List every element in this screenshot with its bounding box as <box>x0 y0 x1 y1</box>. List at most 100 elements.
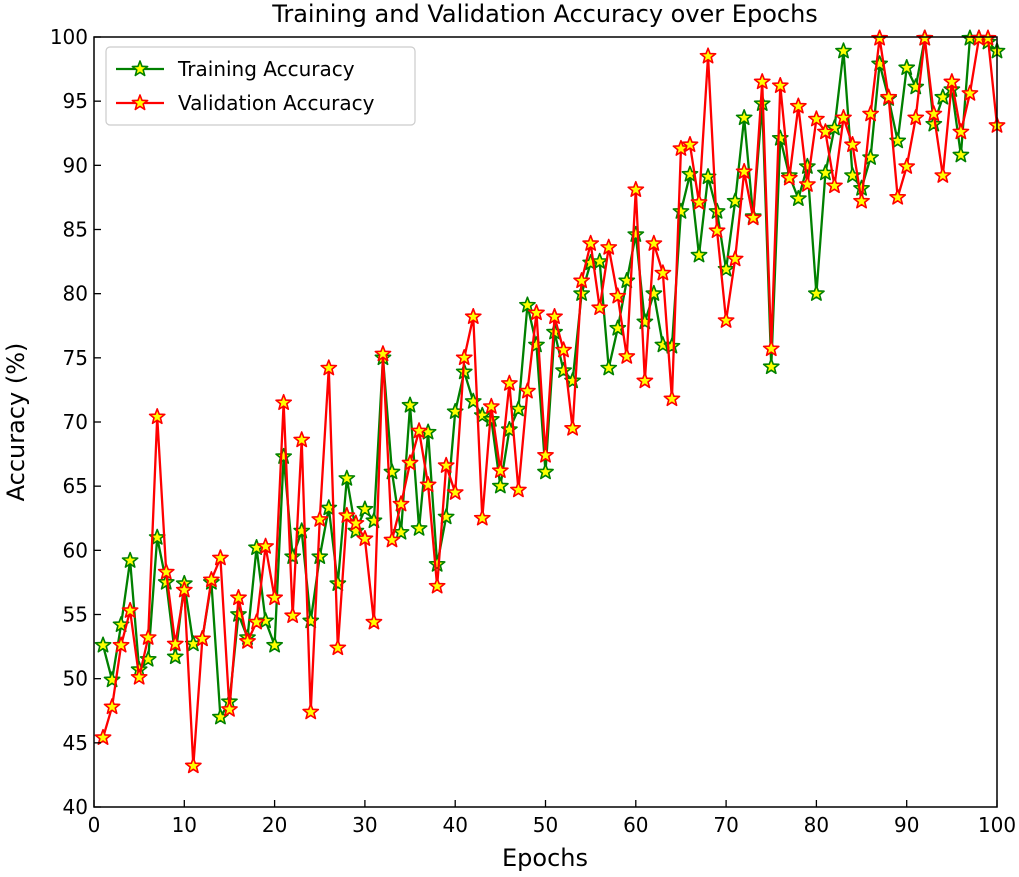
validation-accuracy-point <box>248 613 265 630</box>
training-accuracy-point <box>437 508 455 525</box>
validation-accuracy-point <box>392 495 410 512</box>
training-accuracy-point <box>464 392 482 409</box>
y-tick-label: 55 <box>63 603 88 627</box>
training-accuracy-point <box>627 225 645 242</box>
training-accuracy-point <box>94 636 112 653</box>
validation-accuracy-point <box>762 340 780 357</box>
validation-accuracy-point <box>275 393 293 411</box>
validation-accuracy-point <box>302 703 320 720</box>
training-accuracy-point <box>826 119 843 136</box>
training-accuracy-point <box>862 148 879 165</box>
validation-accuracy-point <box>212 549 229 566</box>
training-accuracy-point <box>925 115 943 132</box>
training-accuracy-point <box>681 165 699 182</box>
validation-accuracy-point <box>690 193 708 210</box>
x-tick-label: 90 <box>894 813 919 837</box>
training-accuracy-point <box>266 636 284 653</box>
validation-accuracy-point <box>627 180 645 197</box>
training-accuracy-point <box>500 420 518 437</box>
validation-accuracy-point <box>609 287 627 304</box>
training-accuracy-point <box>338 469 356 486</box>
training-accuracy-point <box>139 650 157 667</box>
plot-area <box>94 29 1006 774</box>
training-accuracy-point <box>871 55 889 72</box>
validation-accuracy-point <box>482 397 500 414</box>
validation-accuracy-point <box>573 272 591 289</box>
validation-accuracy-point <box>157 563 175 580</box>
y-axis-label: Accuracy (%) <box>2 343 30 502</box>
training-accuracy-point <box>320 499 338 516</box>
legend-label: Training Accuracy <box>177 57 355 81</box>
training-accuracy-point <box>428 555 446 572</box>
validation-accuracy-point <box>753 73 771 90</box>
validation-accuracy-point <box>528 304 545 321</box>
validation-accuracy-point <box>798 175 816 192</box>
validation-accuracy-point <box>257 537 274 554</box>
training-accuracy-point <box>166 648 184 665</box>
validation-accuracy-point <box>717 311 735 328</box>
y-tick-label: 100 <box>50 25 88 49</box>
x-tick-label: 20 <box>262 813 287 837</box>
validation-accuracy-point <box>600 238 618 255</box>
training-accuracy-point <box>257 612 274 629</box>
validation-accuracy-point <box>862 105 879 122</box>
training-accuracy-point <box>762 358 780 375</box>
y-tick-label: 70 <box>63 410 88 434</box>
training-accuracy-point <box>835 42 852 59</box>
validation-accuracy-point <box>780 169 798 186</box>
validation-accuracy-point <box>121 601 139 618</box>
y-tick-label: 40 <box>63 795 88 819</box>
validation-accuracy-point <box>880 88 898 105</box>
x-tick-label: 40 <box>442 813 467 837</box>
validation-accuracy-point <box>193 630 211 647</box>
x-tick-label: 60 <box>623 813 648 837</box>
training-accuracy-point <box>555 361 572 378</box>
validation-accuracy-point <box>826 177 843 194</box>
training-accuracy-point <box>636 313 654 330</box>
y-tick-label: 60 <box>63 538 88 562</box>
validation-accuracy-point <box>239 632 256 649</box>
x-axis-label: Epochs <box>502 844 588 872</box>
training-accuracy-point <box>410 519 428 536</box>
validation-accuracy-point <box>807 110 825 127</box>
validation-accuracy-point <box>500 374 518 391</box>
legend-marker <box>131 94 149 111</box>
training-accuracy-point <box>663 337 681 354</box>
validation-accuracy-point <box>961 84 979 101</box>
training-accuracy-point <box>789 189 807 206</box>
validation-accuracy-point <box>266 589 284 606</box>
training-accuracy-point <box>537 463 554 480</box>
validation-accuracy-point <box>437 456 455 473</box>
training-accuracy-point <box>672 202 690 219</box>
validation-accuracy-point <box>934 166 952 183</box>
training-accuracy-point <box>302 612 320 629</box>
validation-accuracy-point <box>329 639 347 656</box>
validation-accuracy-point <box>898 157 916 174</box>
validation-accuracy-point <box>555 341 572 358</box>
validation-accuracy-point <box>519 382 536 399</box>
training-accuracy-point <box>807 284 825 301</box>
training-accuracy-point <box>618 272 636 289</box>
validation-accuracy-point <box>166 635 184 652</box>
training-accuracy-point <box>690 246 708 263</box>
validation-accuracy-point <box>202 571 220 588</box>
validation-accuracy-point <box>320 359 338 376</box>
training-accuracy-point <box>293 522 311 539</box>
x-tick-label: 0 <box>88 813 101 837</box>
validation-accuracy-point <box>943 73 961 90</box>
x-tick-label: 50 <box>533 813 558 837</box>
validation-accuracy-point <box>148 408 166 425</box>
training-accuracy-point <box>898 59 916 76</box>
validation-accuracy-point <box>175 581 193 598</box>
validation-accuracy-point <box>230 589 247 606</box>
validation-accuracy-point <box>455 349 473 366</box>
validation-accuracy-point <box>374 345 392 362</box>
training-accuracy-point <box>356 500 374 517</box>
validation-accuracy-point <box>663 390 681 407</box>
axes: 0 10 20 30 40 50 60 70 80 90 100 40 45 50 55 60 65 70 75 80… <box>50 25 1016 837</box>
validation-accuracy-point <box>636 372 654 389</box>
training-accuracy-point <box>510 400 527 417</box>
validation-accuracy-point <box>112 636 130 653</box>
